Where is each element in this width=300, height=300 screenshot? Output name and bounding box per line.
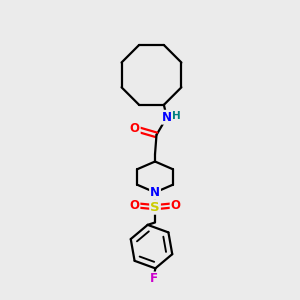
Text: O: O bbox=[130, 122, 140, 135]
Text: N: N bbox=[150, 186, 160, 199]
Text: F: F bbox=[150, 272, 158, 286]
Text: O: O bbox=[129, 199, 140, 212]
Text: H: H bbox=[172, 111, 181, 121]
Text: O: O bbox=[171, 199, 181, 212]
Text: N: N bbox=[162, 111, 172, 124]
Text: S: S bbox=[150, 201, 160, 214]
